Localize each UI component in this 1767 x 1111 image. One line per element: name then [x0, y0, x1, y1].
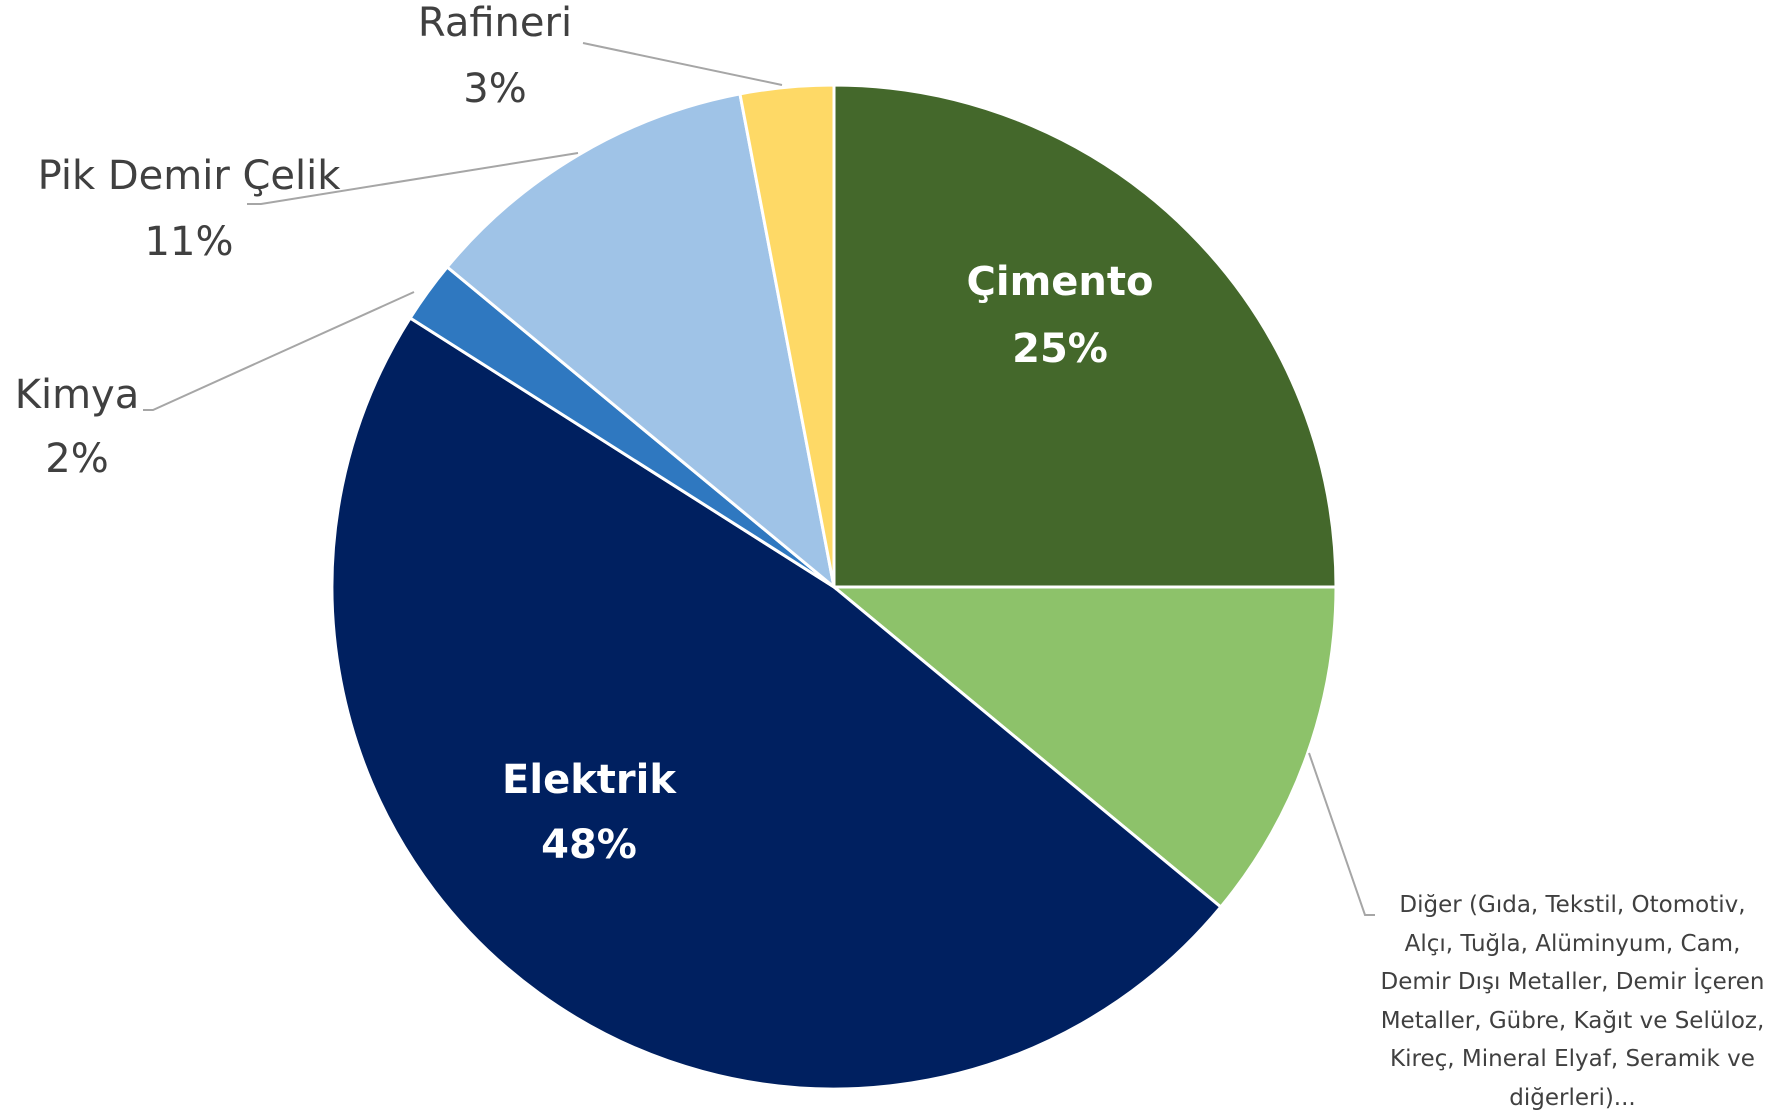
slice-value: 3%: [463, 66, 526, 112]
slice-label: Diğer (Gıda, Tekstil, Otomotiv, Alçı, Tu…: [1380, 892, 1765, 1111]
slice-label: Çimento: [967, 259, 1154, 305]
leader-line: [582, 42, 783, 86]
slice-label: Rafineri: [418, 0, 572, 46]
leader-line: [143, 291, 415, 411]
slice-value: 2%: [45, 436, 108, 482]
slices: [330, 83, 1338, 1091]
slice-value: 25%: [1012, 326, 1108, 372]
slice-label: Elektrik: [502, 757, 677, 803]
slice-value: 48%: [541, 822, 637, 868]
leader-line: [1308, 752, 1375, 916]
pie-slice: [832, 83, 1338, 589]
pie-slice: [445, 92, 837, 591]
pie-slice: [829, 585, 1338, 910]
leader-line: [247, 152, 579, 205]
pie-slice: [330, 315, 1223, 1091]
pie-slice: [738, 83, 836, 588]
slice-label: Pik Demir Çelik: [38, 153, 342, 199]
slice-value: 11%: [145, 219, 234, 265]
slice-label: Kimya: [15, 372, 140, 418]
